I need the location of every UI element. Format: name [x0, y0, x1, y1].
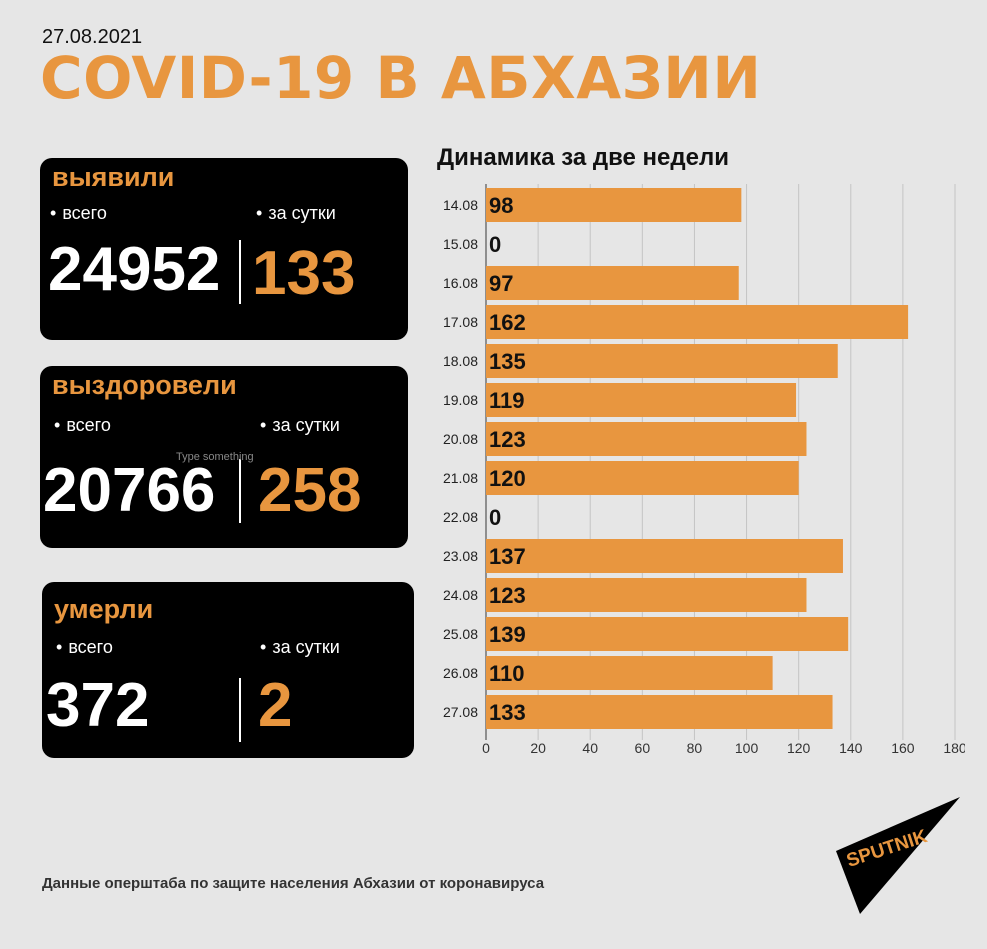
detected-total-label: всего — [50, 203, 107, 224]
sputnik-logo: SPUTNIK — [836, 797, 960, 914]
detected-total-value: 24952 — [48, 235, 221, 304]
bar — [486, 344, 838, 378]
recovered-card: выздоровели всего за сутки 20766 258 — [40, 366, 408, 548]
detected-heading: выявили — [52, 162, 175, 192]
recovered-divider — [239, 459, 241, 523]
x-tick-label: 0 — [482, 740, 490, 756]
bar — [486, 422, 807, 456]
x-tick-label: 60 — [635, 740, 651, 756]
x-tick-label: 180 — [943, 740, 965, 756]
detected-card: выявили всего за сутки 24952 133 — [40, 158, 408, 340]
x-tick-label: 40 — [582, 740, 598, 756]
page-title: COVID-19 В АБХАЗИИ — [40, 44, 762, 112]
data-label: 123 — [489, 427, 526, 452]
category-label: 25.08 — [443, 626, 478, 642]
data-label: 137 — [489, 544, 526, 569]
bar-chart: 0 20 40 60 80 100 120 140 160 180 14.08 98 15.08 0 16.… — [443, 184, 965, 756]
category-label: 27.08 — [443, 704, 478, 720]
x-tick-label: 160 — [891, 740, 915, 756]
bar — [486, 461, 799, 495]
bar — [486, 578, 807, 612]
died-daily-value: 2 — [258, 671, 293, 740]
died-card: умерли всего за сутки 372 2 — [42, 582, 414, 758]
bar — [486, 305, 909, 339]
data-label: 135 — [489, 349, 526, 374]
recovered-heading: выздоровели — [52, 370, 237, 400]
category-label: 19.08 — [443, 392, 478, 408]
data-label: 162 — [489, 310, 526, 335]
data-label: 133 — [489, 700, 526, 725]
bar — [486, 617, 849, 651]
recovered-total-value: 20766 — [43, 456, 216, 525]
recovered-daily-label: за сутки — [260, 415, 339, 436]
category-label: 17.08 — [443, 314, 478, 330]
category-label: 14.08 — [443, 197, 478, 213]
x-tick-label: 80 — [687, 740, 703, 756]
category-label: 15.08 — [443, 236, 478, 252]
bar — [486, 383, 797, 417]
x-tick-label: 20 — [530, 740, 546, 756]
data-label: 120 — [489, 466, 526, 491]
category-label: 24.08 — [443, 587, 478, 603]
placeholder-hint: Type something — [176, 451, 254, 463]
detected-daily-label: за сутки — [256, 203, 335, 224]
data-label: 123 — [489, 583, 526, 608]
data-label: 98 — [489, 193, 513, 218]
detected-daily-value: 133 — [252, 239, 356, 308]
category-label: 23.08 — [443, 548, 478, 564]
data-label: 0 — [489, 232, 501, 257]
report-date: 27.08.2021 — [42, 26, 143, 48]
bar — [486, 656, 773, 690]
data-label: 110 — [489, 661, 525, 686]
x-tick-label: 100 — [735, 740, 759, 756]
recovered-total-label: всего — [54, 415, 111, 436]
source-note: Данные оперштаба по защите населения Абх… — [42, 875, 545, 892]
category-label: 22.08 — [443, 509, 478, 525]
x-tick-label: 140 — [839, 740, 863, 756]
data-label: 0 — [489, 505, 501, 530]
data-label: 119 — [489, 388, 525, 413]
died-heading: умерли — [54, 594, 154, 624]
bar — [486, 695, 833, 729]
category-label: 18.08 — [443, 353, 478, 369]
x-tick-label: 120 — [787, 740, 811, 756]
category-label: 21.08 — [443, 470, 478, 486]
chart-title: Динамика за две недели — [437, 144, 729, 171]
data-label: 139 — [489, 622, 526, 647]
died-total-value: 372 — [46, 671, 150, 740]
bar — [486, 539, 843, 573]
category-label: 26.08 — [443, 665, 478, 681]
died-total-label: всего — [56, 637, 113, 658]
died-divider — [239, 678, 241, 742]
category-label: 16.08 — [443, 275, 478, 291]
detected-divider — [239, 240, 241, 304]
bar — [486, 188, 742, 222]
recovered-daily-value: 258 — [258, 456, 362, 525]
died-daily-label: за сутки — [260, 637, 339, 658]
data-label: 97 — [489, 271, 513, 296]
category-label: 20.08 — [443, 431, 478, 447]
bar — [486, 266, 739, 300]
